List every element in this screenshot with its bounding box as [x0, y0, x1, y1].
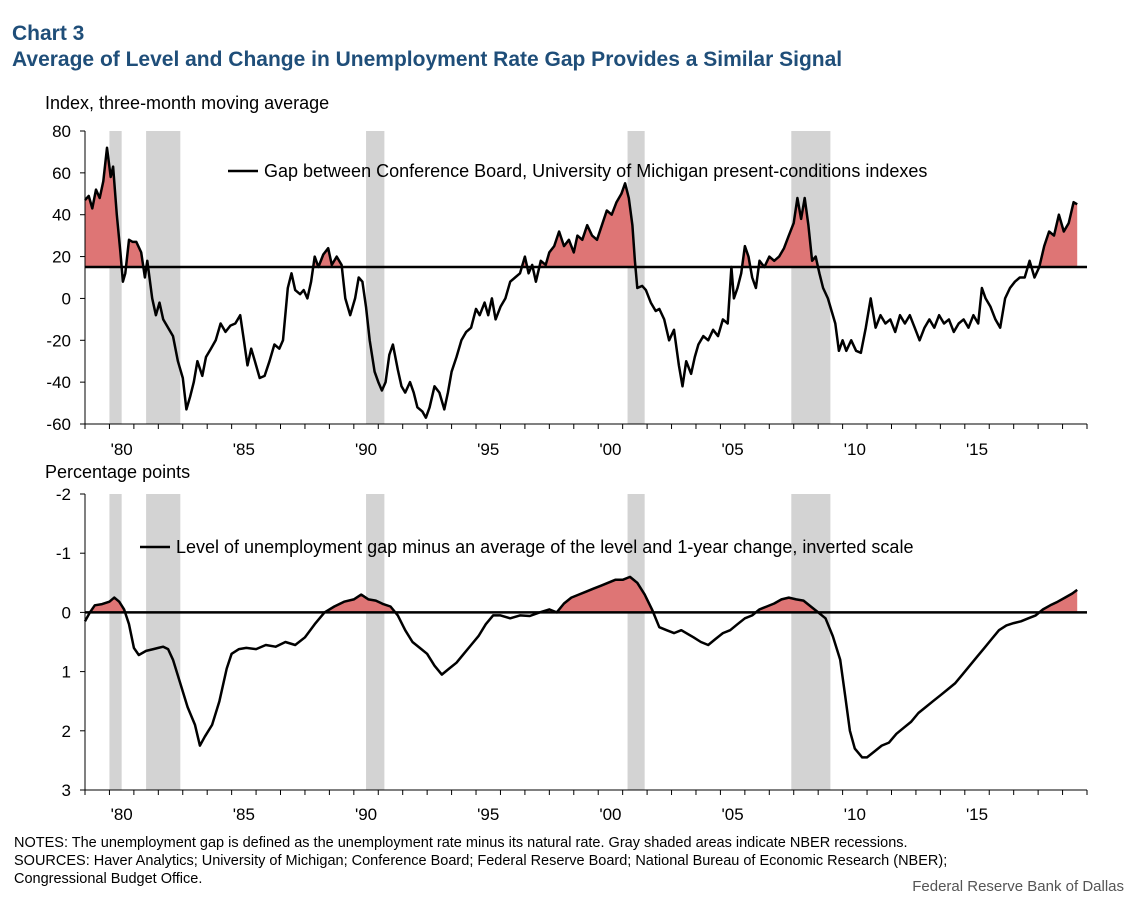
y-tick-label: -60 — [46, 415, 71, 434]
chart-number: Chart 3 — [12, 22, 85, 45]
y-tick-label: -20 — [46, 331, 71, 350]
y-tick-label: -1 — [56, 544, 71, 563]
legend-label: Level of unemployment gap minus an avera… — [176, 537, 913, 557]
recession-band — [791, 494, 831, 790]
y-tick-label: 3 — [62, 781, 71, 800]
x-tick-label: '00 — [599, 805, 621, 824]
x-tick-label: '90 — [355, 440, 377, 459]
x-tick-label: '85 — [233, 440, 255, 459]
notes-line: NOTES: The unemployment gap is defined a… — [14, 835, 908, 851]
series-line — [83, 575, 1078, 759]
x-tick-label: '00 — [599, 440, 621, 459]
y-tick-label: 0 — [62, 289, 71, 308]
y-tick-label: 0 — [62, 603, 71, 622]
chart-title: Average of Level and Change in Unemploym… — [12, 48, 843, 71]
x-tick-label: '15 — [966, 805, 988, 824]
y-tick-label: -40 — [46, 373, 71, 392]
x-tick-label: '80 — [111, 440, 133, 459]
sources-line: SOURCES: Haver Analytics; University of … — [14, 853, 948, 869]
recession-band — [109, 494, 122, 790]
panel-2: -2 -1 0 1 2 3 '80 '85 '90 '95 '00 '05 '10 '15 Level of… — [56, 485, 1088, 824]
y-tick-label: -2 — [56, 485, 71, 504]
x-tick-label: '05 — [722, 440, 744, 459]
area-above-threshold — [85, 576, 1078, 613]
x-tick-label: '10 — [844, 440, 866, 459]
x-tick-label: '90 — [355, 805, 377, 824]
x-tick-label: '95 — [477, 440, 499, 459]
series-line — [84, 146, 1078, 419]
y-tick-label: 60 — [52, 164, 71, 183]
credit-footer: Federal Reserve Bank of Dallas — [912, 878, 1124, 895]
notes: NOTES: The unemployment gap is defined a… — [14, 834, 1124, 888]
x-tick-label: '85 — [233, 805, 255, 824]
recession-band — [146, 131, 181, 424]
recession-band — [791, 131, 831, 424]
recession-band — [627, 494, 645, 790]
x-tick-label: '10 — [844, 805, 866, 824]
bottom-y-axis-label: Percentage points — [45, 462, 191, 482]
recession-band — [366, 494, 385, 790]
x-tick-label: '05 — [722, 805, 744, 824]
legend-label: Gap between Conference Board, University… — [264, 161, 927, 181]
x-tick-label: '80 — [111, 805, 133, 824]
y-tick-label: 20 — [52, 248, 71, 267]
top-y-axis-label: Index, three-month moving average — [45, 93, 330, 113]
y-tick-label: 1 — [62, 663, 71, 682]
area-above-threshold — [85, 147, 1078, 268]
sources-line-continued: Congressional Budget Office. — [14, 871, 203, 887]
y-tick-label: 80 — [52, 122, 71, 141]
recession-band — [146, 494, 181, 790]
y-tick-label: 40 — [52, 206, 71, 225]
x-tick-label: '95 — [477, 805, 499, 824]
y-tick-label: 2 — [62, 722, 71, 741]
x-tick-label: '15 — [966, 440, 988, 459]
panel-1: 80 60 40 20 0 -20 -40 -60 '80 '85 '90 '95 '00 '05 '10 '… — [46, 122, 1088, 459]
